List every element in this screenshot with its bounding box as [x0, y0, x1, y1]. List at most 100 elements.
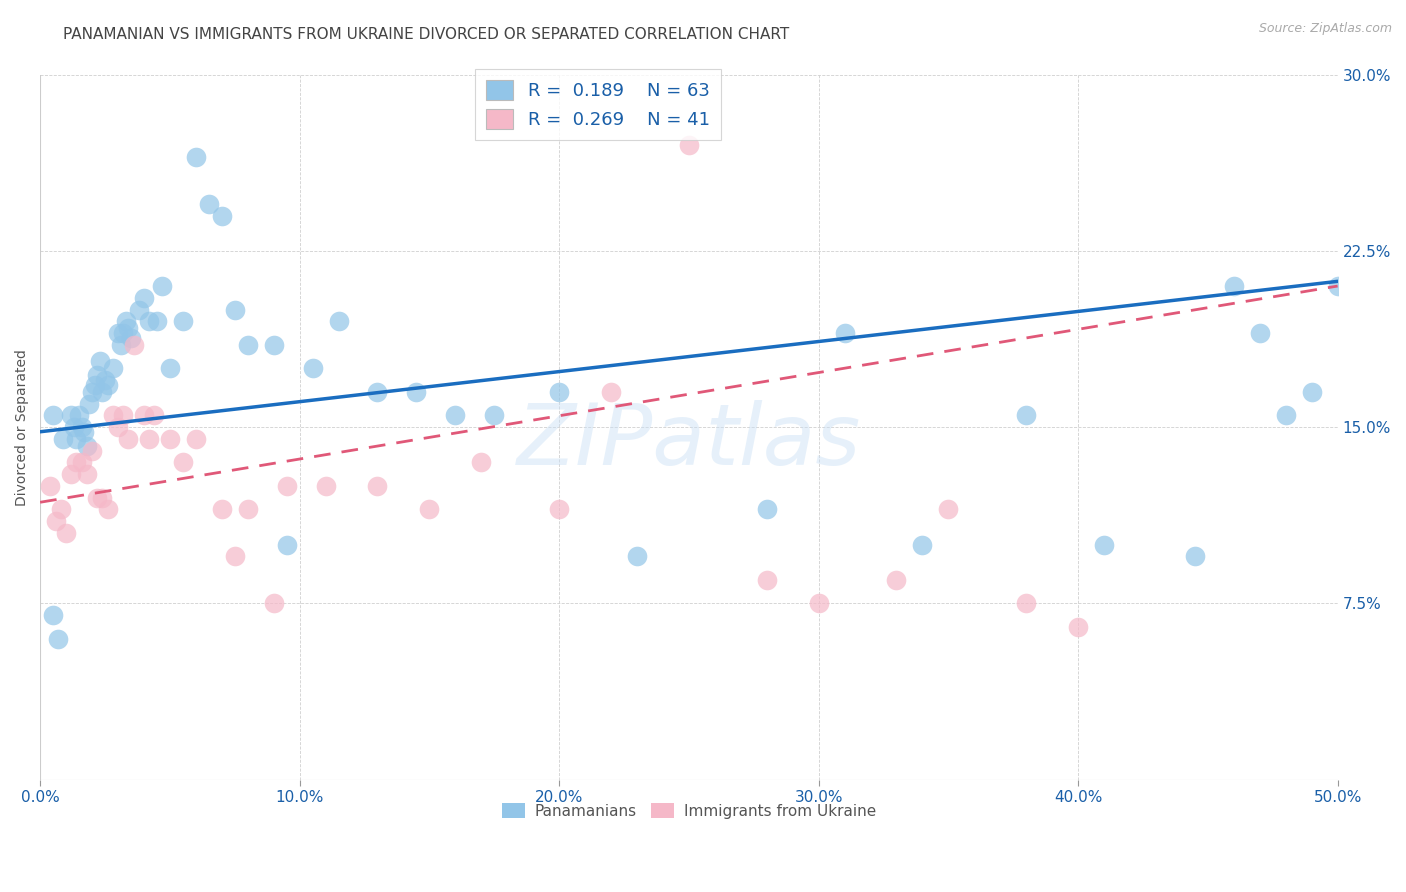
- Point: [150, 279, 173, 293]
- Point: [91, 384, 114, 399]
- Point: [1015, 596, 1038, 610]
- Point: [91, 491, 114, 505]
- Point: [63, 420, 86, 434]
- Point: [184, 150, 207, 164]
- Point: [97, 502, 120, 516]
- Point: [938, 502, 960, 516]
- Point: [236, 338, 259, 352]
- Point: [600, 384, 623, 399]
- Point: [159, 361, 181, 376]
- Text: PANAMANIAN VS IMMIGRANTS FROM UKRAINE DIVORCED OR SEPARATED CORRELATION CHART: PANAMANIAN VS IMMIGRANTS FROM UKRAINE DI…: [63, 27, 790, 42]
- Point: [55, 525, 77, 540]
- Point: [263, 596, 285, 610]
- Point: [117, 432, 139, 446]
- Point: [39, 479, 62, 493]
- Point: [1067, 620, 1090, 634]
- Point: [911, 538, 934, 552]
- Point: [114, 314, 136, 328]
- Point: [834, 326, 856, 340]
- Point: [224, 549, 246, 564]
- Point: [94, 373, 117, 387]
- Point: [1301, 384, 1323, 399]
- Point: [122, 338, 145, 352]
- Point: [146, 314, 169, 328]
- Point: [67, 409, 90, 423]
- Point: [366, 384, 388, 399]
- Point: [1092, 538, 1115, 552]
- Point: [112, 409, 135, 423]
- Point: [1223, 279, 1246, 293]
- Point: [46, 632, 69, 646]
- Point: [101, 409, 124, 423]
- Point: [101, 361, 124, 376]
- Point: [143, 409, 166, 423]
- Point: [807, 596, 830, 610]
- Point: [70, 420, 93, 434]
- Y-axis label: Divorced or Separated: Divorced or Separated: [15, 349, 30, 506]
- Point: [120, 331, 142, 345]
- Point: [52, 432, 75, 446]
- Point: [138, 314, 160, 328]
- Point: [1249, 326, 1271, 340]
- Point: [80, 384, 103, 399]
- Point: [49, 502, 72, 516]
- Point: [1405, 314, 1406, 328]
- Point: [755, 573, 778, 587]
- Point: [83, 377, 105, 392]
- Point: [60, 467, 83, 481]
- Point: [117, 321, 139, 335]
- Point: [65, 455, 87, 469]
- Point: [276, 479, 298, 493]
- Point: [678, 138, 700, 153]
- Point: [886, 573, 908, 587]
- Point: [405, 384, 427, 399]
- Point: [86, 491, 108, 505]
- Point: [172, 314, 194, 328]
- Point: [138, 432, 160, 446]
- Text: Source: ZipAtlas.com: Source: ZipAtlas.com: [1258, 22, 1392, 36]
- Point: [76, 467, 98, 481]
- Point: [107, 420, 129, 434]
- Point: [132, 409, 155, 423]
- Point: [1274, 409, 1296, 423]
- Text: ZIPatlas: ZIPatlas: [517, 400, 860, 483]
- Point: [60, 409, 83, 423]
- Point: [89, 354, 111, 368]
- Point: [1378, 279, 1400, 293]
- Point: [79, 396, 101, 410]
- Point: [42, 409, 65, 423]
- Point: [484, 409, 506, 423]
- Point: [366, 479, 388, 493]
- Point: [224, 302, 246, 317]
- Point: [211, 502, 233, 516]
- Point: [107, 326, 129, 340]
- Point: [184, 432, 207, 446]
- Point: [328, 314, 350, 328]
- Point: [86, 368, 108, 383]
- Point: [263, 338, 285, 352]
- Point: [159, 432, 181, 446]
- Point: [276, 538, 298, 552]
- Point: [70, 455, 93, 469]
- Point: [45, 514, 67, 528]
- Point: [97, 377, 120, 392]
- Point: [548, 384, 571, 399]
- Point: [301, 361, 323, 376]
- Point: [1184, 549, 1206, 564]
- Point: [172, 455, 194, 469]
- Point: [197, 196, 219, 211]
- Point: [110, 338, 132, 352]
- Point: [548, 502, 571, 516]
- Point: [470, 455, 492, 469]
- Legend: Panamanians, Immigrants from Ukraine: Panamanians, Immigrants from Ukraine: [496, 797, 882, 825]
- Point: [112, 326, 135, 340]
- Point: [211, 209, 233, 223]
- Point: [76, 439, 98, 453]
- Point: [418, 502, 440, 516]
- Point: [1015, 409, 1038, 423]
- Point: [1353, 409, 1375, 423]
- Point: [65, 432, 87, 446]
- Point: [132, 291, 155, 305]
- Point: [755, 502, 778, 516]
- Point: [236, 502, 259, 516]
